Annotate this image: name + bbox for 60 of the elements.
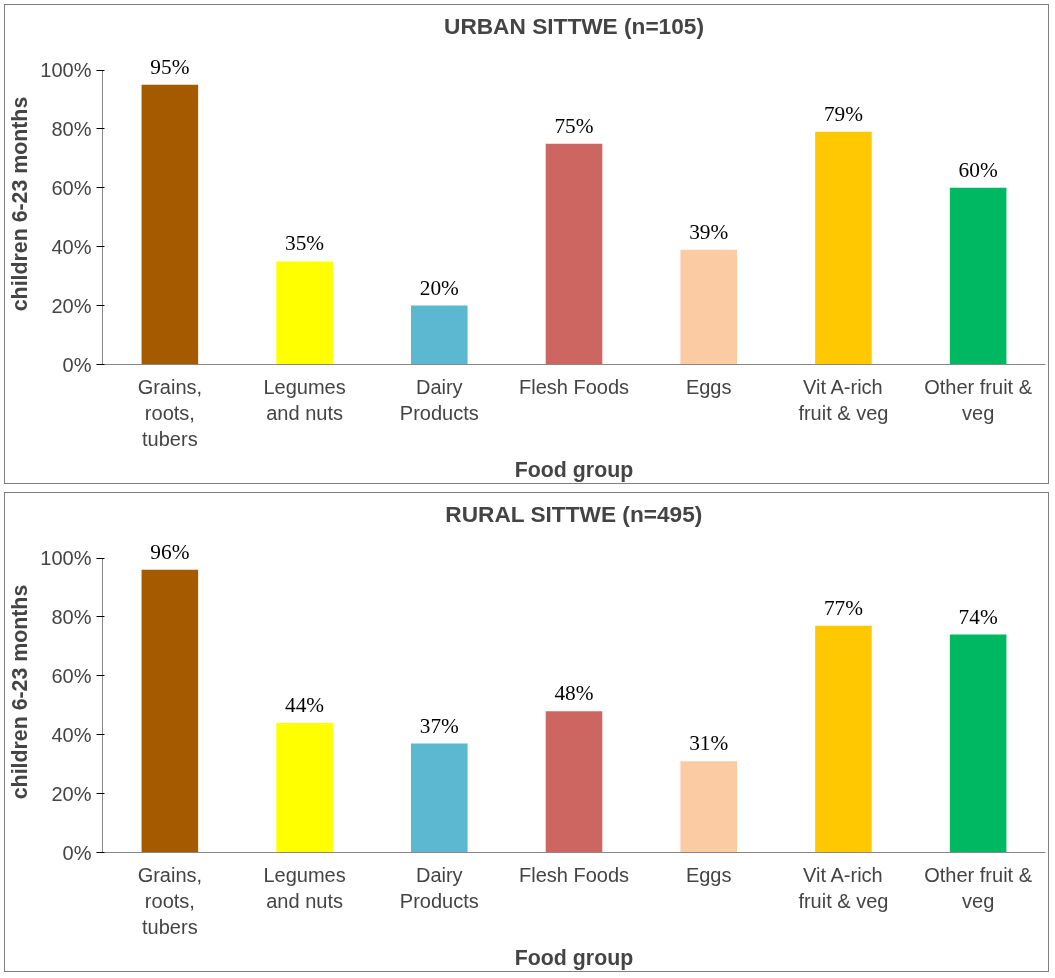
y-tick-label: 80% (51, 117, 92, 140)
bar (545, 143, 603, 365)
x-tick-label: Dairy Products (399, 375, 479, 424)
y-tick-label: 60% (51, 664, 92, 687)
x-tick-label: Legumes and nuts (263, 863, 346, 912)
data-label: 44% (285, 692, 325, 717)
data-label: 37% (419, 713, 460, 738)
x-axis-title: Food group (514, 946, 634, 971)
bar (545, 711, 603, 853)
x-tick-label: Legumes and nuts (263, 375, 346, 424)
chart-title: RURAL SITTWE (n=495) (445, 500, 703, 527)
bar (949, 187, 1007, 365)
bar (276, 261, 333, 365)
x-tick-label: Vit A-rich fruit & veg (798, 863, 889, 912)
bar (949, 634, 1007, 853)
x-tick-label: Grains, roots, tubers (137, 375, 203, 451)
y-tick-label: 40% (51, 723, 92, 746)
bar (141, 84, 199, 365)
data-label: 60% (958, 157, 998, 182)
bar (411, 743, 468, 853)
y-tick-label: 20% (51, 782, 92, 805)
bar (815, 131, 872, 365)
x-tick-label: Vit A-rich fruit & veg (798, 375, 889, 424)
x-axis-title: Food group (514, 458, 634, 483)
data-label: 39% (689, 219, 729, 244)
y-tick-label: 0% (62, 353, 92, 376)
y-tick-label: 20% (51, 294, 92, 317)
bar (411, 305, 468, 365)
data-label: 31% (689, 731, 729, 756)
y-tick-label: 100% (40, 547, 92, 569)
bar (141, 569, 199, 853)
y-tick-label: 100% (40, 59, 92, 81)
x-tick-label: Flesh Foods (518, 863, 630, 886)
y-tick-label: 40% (51, 235, 92, 258)
bar (276, 722, 333, 853)
bar (680, 249, 737, 365)
x-tick-label: Eggs (685, 375, 732, 398)
x-tick-label: Other fruit & veg (924, 863, 1033, 912)
x-tick-label: Dairy Products (399, 863, 479, 912)
x-tick-label: Eggs (685, 863, 732, 886)
y-axis-title: children 6-23 months (8, 584, 33, 800)
data-label: 75% (554, 113, 594, 138)
y-tick-label: 60% (51, 176, 92, 199)
y-axis-title: children 6-23 months (8, 96, 33, 312)
x-tick-label: Flesh Foods (518, 375, 630, 398)
data-label: 74% (958, 604, 998, 629)
bar (680, 761, 737, 853)
y-tick-label: 80% (51, 605, 92, 628)
data-label: 35% (285, 231, 325, 256)
data-label: 48% (554, 681, 594, 706)
bar (815, 625, 872, 853)
chart-title: URBAN SITTWE (n=105) (444, 12, 704, 39)
data-label: 95% (150, 54, 190, 79)
x-tick-label: Other fruit & veg (924, 375, 1033, 424)
data-label: 96% (150, 539, 190, 564)
x-tick-label: Grains, roots, tubers (137, 863, 203, 939)
data-label: 77% (823, 595, 864, 620)
data-label: 79% (823, 101, 864, 126)
data-label: 20% (419, 275, 460, 300)
y-tick-label: 0% (62, 841, 92, 864)
